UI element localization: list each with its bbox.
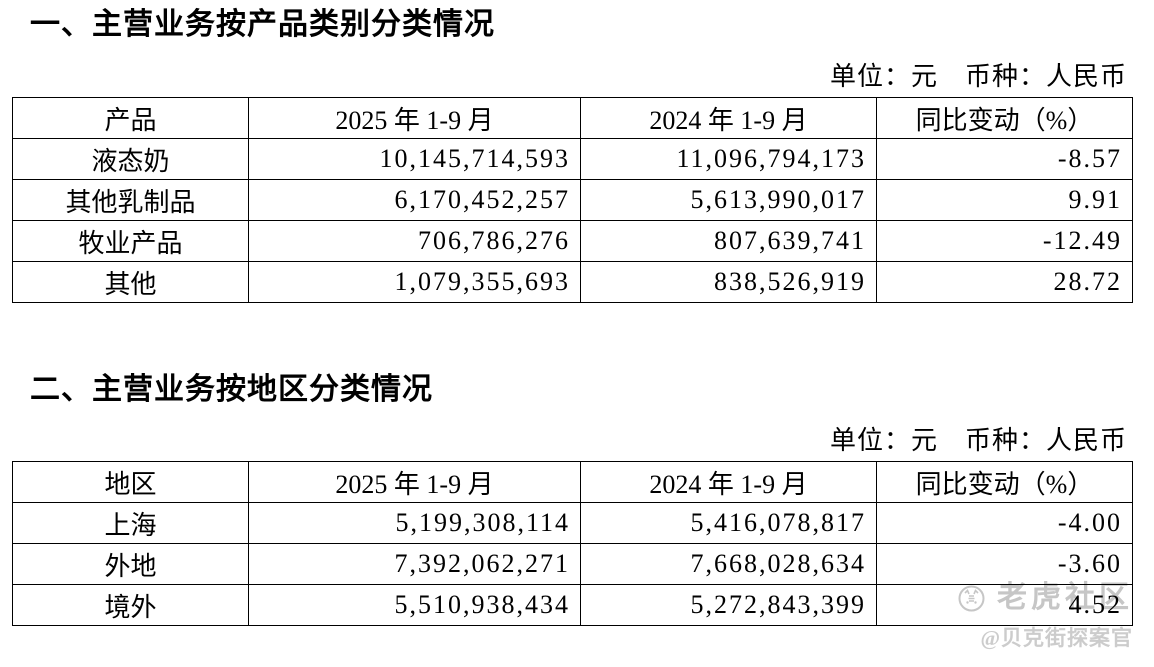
header-yoy-change: 同比变动（%）	[876, 461, 1133, 503]
section1-unit-note: 单位：元 币种：人民币	[829, 62, 1127, 91]
value-2024-cell: 5,613,990,017	[580, 179, 877, 221]
value-2025-cell: 7,392,062,271	[248, 543, 581, 585]
table-row: 液态奶 10,145,714,593 11,096,794,173 -8.57	[12, 138, 1133, 180]
value-2025-cell: 1,079,355,693	[248, 261, 581, 303]
value-2025-cell: 706,786,276	[248, 220, 581, 262]
table-row: 外地 7,392,062,271 7,668,028,634 -3.60	[12, 543, 1133, 585]
region-table: 地区 2025 年 1-9 月 2024 年 1-9 月 同比变动（%） 上海 …	[12, 461, 1133, 626]
table-row: 境外 5,510,938,434 5,272,843,399 4.52	[12, 584, 1133, 626]
yoy-change-cell: -12.49	[876, 220, 1133, 262]
value-2024-cell: 838,526,919	[580, 261, 877, 303]
value-2024-cell: 5,272,843,399	[580, 584, 877, 626]
table-header-row: 产品 2025 年 1-9 月 2024 年 1-9 月 同比变动（%）	[12, 97, 1133, 139]
region-name-cell: 境外	[12, 584, 249, 626]
value-2024-cell: 5,416,078,817	[580, 502, 877, 544]
table-row: 上海 5,199,308,114 5,416,078,817 -4.00	[12, 502, 1133, 544]
value-2025-cell: 5,199,308,114	[248, 502, 581, 544]
value-2024-cell: 807,639,741	[580, 220, 877, 262]
region-name-cell: 上海	[12, 502, 249, 544]
table-row: 其他 1,079,355,693 838,526,919 28.72	[12, 261, 1133, 303]
product-name-cell: 其他乳制品	[12, 179, 249, 221]
table-row: 其他乳制品 6,170,452,257 5,613,990,017 9.91	[12, 179, 1133, 221]
yoy-change-cell: 9.91	[876, 179, 1133, 221]
header-2024-period: 2024 年 1-9 月	[580, 461, 877, 503]
yoy-change-cell: 28.72	[876, 261, 1133, 303]
table-header-row: 地区 2025 年 1-9 月 2024 年 1-9 月 同比变动（%）	[12, 461, 1133, 503]
header-region: 地区	[12, 461, 249, 503]
watermark-handle-text: @贝克街探案官	[980, 626, 1133, 650]
yoy-change-cell: -4.00	[876, 502, 1133, 544]
product-name-cell: 牧业产品	[12, 220, 249, 262]
header-product: 产品	[12, 97, 249, 139]
product-name-cell: 其他	[12, 261, 249, 303]
section2-title: 二、主营业务按地区分类情况	[30, 373, 433, 406]
section1-title: 一、主营业务按产品类别分类情况	[30, 8, 495, 41]
value-2025-cell: 5,510,938,434	[248, 584, 581, 626]
header-2024-period: 2024 年 1-9 月	[580, 97, 877, 139]
value-2024-cell: 11,096,794,173	[580, 138, 877, 180]
yoy-change-cell: -3.60	[876, 543, 1133, 585]
header-2025-period: 2025 年 1-9 月	[248, 97, 581, 139]
product-category-table: 产品 2025 年 1-9 月 2024 年 1-9 月 同比变动（%） 液态奶…	[12, 97, 1133, 303]
value-2024-cell: 7,668,028,634	[580, 543, 877, 585]
value-2025-cell: 10,145,714,593	[248, 138, 581, 180]
value-2025-cell: 6,170,452,257	[248, 179, 581, 221]
header-yoy-change: 同比变动（%）	[876, 97, 1133, 139]
header-2025-period: 2025 年 1-9 月	[248, 461, 581, 503]
yoy-change-cell: 4.52	[876, 584, 1133, 626]
yoy-change-cell: -8.57	[876, 138, 1133, 180]
region-name-cell: 外地	[12, 543, 249, 585]
section2-unit-note: 单位：元 币种：人民币	[829, 426, 1127, 455]
product-name-cell: 液态奶	[12, 138, 249, 180]
table-row: 牧业产品 706,786,276 807,639,741 -12.49	[12, 220, 1133, 262]
